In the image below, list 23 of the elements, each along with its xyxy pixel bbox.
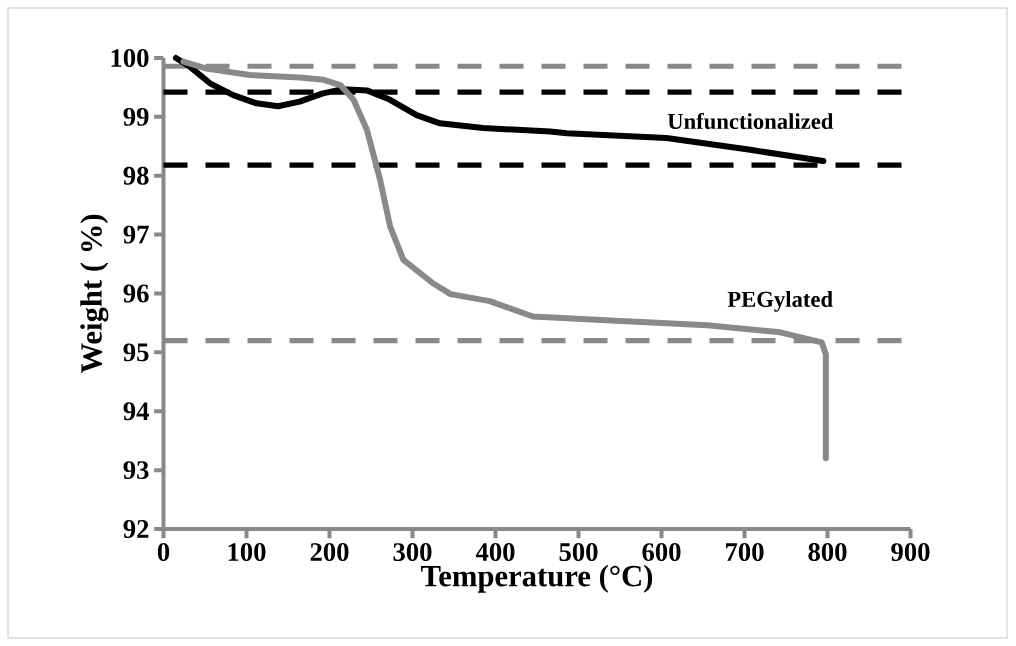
x-tick-label: 200 <box>310 543 349 562</box>
y-tick-label: 96 <box>123 284 149 303</box>
x-tick-label: 500 <box>559 543 598 562</box>
series-label: PEGylated <box>727 291 833 312</box>
x-tick-label: 700 <box>726 543 764 562</box>
x-tick-label: 400 <box>475 543 515 562</box>
x-tick-label: 600 <box>642 543 681 562</box>
x-tick-label: 900 <box>891 543 930 562</box>
y-tick-label: 93 <box>123 461 149 480</box>
y-tick-label: 99 <box>123 107 149 126</box>
y-tick-label: 95 <box>123 343 149 362</box>
series-label: Unfunctionalized <box>667 112 834 130</box>
y-tick-label: 94 <box>123 402 149 421</box>
y-tick-label: 92 <box>123 520 149 538</box>
y-tick-label: 97 <box>123 225 149 244</box>
y-axis-title: Weight ( %) <box>80 214 109 374</box>
y-tick-label: 98 <box>123 166 149 185</box>
x-tick-label: 300 <box>393 543 432 562</box>
x-tick-label: 100 <box>228 543 266 562</box>
y-tick-label: 100 <box>111 49 149 67</box>
x-axis-title: Temperature (°C) <box>421 564 653 593</box>
x-tick-label: 0 <box>157 543 170 562</box>
x-tick-label: 800 <box>808 543 847 562</box>
